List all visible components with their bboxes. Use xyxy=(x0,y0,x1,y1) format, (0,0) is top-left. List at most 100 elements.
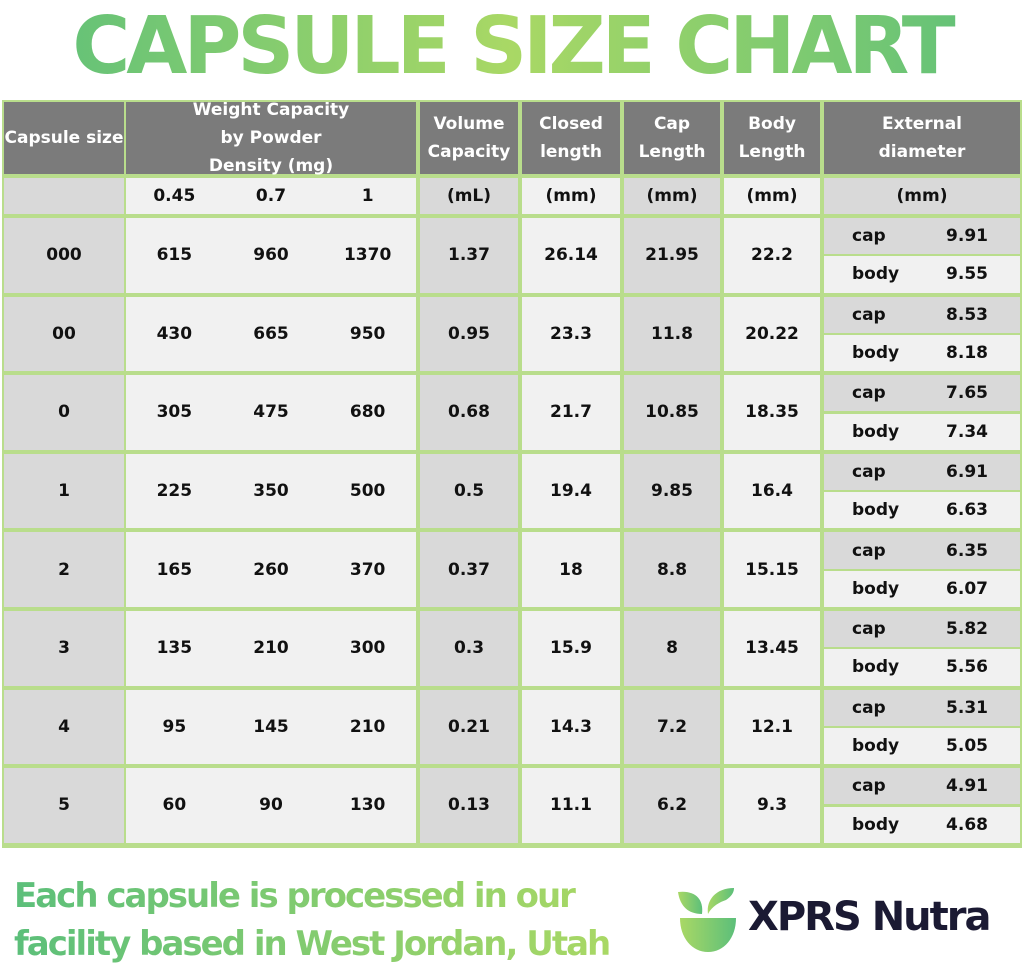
row-weights: 430 665 950 xyxy=(126,296,416,372)
brand-name: XPRS Nutra xyxy=(748,894,991,940)
row-weights: 615 960 1370 xyxy=(126,218,416,293)
weight-value: 145 xyxy=(253,716,289,737)
ext-cap-row: cap 5.82 xyxy=(824,611,1020,648)
ext-cap-row: cap 6.91 xyxy=(824,453,1020,491)
row-volume: 0.5 xyxy=(420,453,518,529)
ext-body-label: body xyxy=(852,657,900,678)
row-cap-length: 10.85 xyxy=(624,375,720,450)
ext-body-value: 5.56 xyxy=(946,657,988,678)
weight-value: 475 xyxy=(253,402,289,423)
ext-body-label: body xyxy=(852,500,900,521)
units-empty xyxy=(4,178,124,214)
row-closed-length: 15.9 xyxy=(522,611,620,686)
density-2: 1 xyxy=(361,186,374,206)
row-closed-length: 23.3 xyxy=(522,296,620,372)
footer-text: Each capsule is processed in our facilit… xyxy=(14,872,609,966)
ext-cap-value: 9.91 xyxy=(946,226,988,247)
row-capsule-size: 2 xyxy=(4,532,124,607)
ext-body-row: body 7.34 xyxy=(824,413,1020,450)
ext-body-row: body 4.68 xyxy=(824,806,1020,843)
units-cap: (mm) xyxy=(624,178,720,214)
row-weights: 225 350 500 xyxy=(126,453,416,529)
header-body-length: Body Length xyxy=(724,102,820,174)
density-0: 0.45 xyxy=(153,186,196,206)
page-title: CAPSULE SIZE CHART xyxy=(0,0,1024,96)
row-weights: 165 260 370 xyxy=(126,532,416,607)
weight-value: 665 xyxy=(253,323,289,344)
ext-cap-label: cap xyxy=(852,776,886,797)
density-1: 0.7 xyxy=(255,186,287,206)
ext-body-value: 7.34 xyxy=(946,421,988,442)
units-density: 0.45 0.7 1 xyxy=(126,178,416,214)
weight-value: 350 xyxy=(253,481,289,502)
ext-cap-row: cap 9.91 xyxy=(824,218,1020,255)
row-body-length: 16.4 xyxy=(724,453,820,529)
capsule-table: Capsule size Weight Capacity by Powder De… xyxy=(2,100,1022,848)
row-closed-length: 14.3 xyxy=(522,689,620,765)
header-closed-length: Closed length xyxy=(522,102,620,174)
ext-body-label: body xyxy=(852,736,900,757)
ext-cap-value: 4.91 xyxy=(946,776,988,797)
ext-body-value: 6.63 xyxy=(946,500,988,521)
weight-value: 135 xyxy=(156,638,193,659)
row-capsule-size: 5 xyxy=(4,768,124,843)
ext-cap-value: 5.82 xyxy=(946,619,988,640)
weight-value: 225 xyxy=(156,481,193,502)
row-cap-length: 7.2 xyxy=(624,689,720,765)
row-closed-length: 19.4 xyxy=(522,453,620,529)
weight-value: 130 xyxy=(349,795,386,816)
row-cap-length: 8 xyxy=(624,611,720,686)
row-cap-length: 6.2 xyxy=(624,768,720,843)
row-capsule-size: 000 xyxy=(4,218,124,293)
ext-body-value: 4.68 xyxy=(946,814,988,835)
ext-cap-value: 5.31 xyxy=(946,697,988,718)
leaf-bowl-logo-icon xyxy=(678,888,736,952)
row-volume: 0.13 xyxy=(420,768,518,843)
row-weights: 305 475 680 xyxy=(126,375,416,450)
weight-value: 370 xyxy=(349,559,386,580)
row-volume: 0.3 xyxy=(420,611,518,686)
row-cap-length: 8.8 xyxy=(624,532,720,607)
ext-body-row: body 8.18 xyxy=(824,334,1020,372)
header-weight-capacity: Weight Capacity by Powder Density (mg) xyxy=(126,100,416,176)
weight-value: 165 xyxy=(156,559,193,580)
row-weights: 95 145 210 xyxy=(126,689,416,765)
row-volume: 0.21 xyxy=(420,689,518,765)
ext-body-label: body xyxy=(852,421,900,442)
ext-body-label: body xyxy=(852,578,900,599)
ext-body-label: body xyxy=(852,343,900,364)
weight-value: 960 xyxy=(253,245,289,266)
row-weights: 60 90 130 xyxy=(126,768,416,843)
ext-cap-label: cap xyxy=(852,540,886,561)
ext-body-row: body 6.63 xyxy=(824,492,1020,529)
ext-cap-row: cap 8.53 xyxy=(824,296,1020,333)
ext-cap-label: cap xyxy=(852,226,886,247)
row-closed-length: 11.1 xyxy=(522,768,620,843)
weight-value: 210 xyxy=(253,638,289,659)
row-volume: 0.68 xyxy=(420,375,518,450)
row-capsule-size: 00 xyxy=(4,296,124,372)
header-external-diameter: External diameter xyxy=(824,102,1020,174)
ext-body-row: body 5.05 xyxy=(824,727,1020,765)
ext-body-row: body 6.07 xyxy=(824,570,1020,607)
weight-value: 210 xyxy=(349,716,386,737)
ext-body-value: 9.55 xyxy=(946,264,988,285)
ext-cap-row: cap 7.65 xyxy=(824,375,1020,412)
row-capsule-size: 1 xyxy=(4,453,124,529)
row-volume: 0.37 xyxy=(420,532,518,607)
row-cap-length: 9.85 xyxy=(624,453,720,529)
weight-value: 300 xyxy=(349,638,386,659)
row-closed-length: 18 xyxy=(522,532,620,607)
units-volume: (mL) xyxy=(420,178,518,214)
weight-value: 60 xyxy=(162,795,187,816)
units-closed: (mm) xyxy=(522,178,620,214)
ext-body-label: body xyxy=(852,814,900,835)
row-cap-length: 21.95 xyxy=(624,218,720,293)
ext-cap-value: 6.35 xyxy=(946,540,988,561)
ext-body-value: 6.07 xyxy=(946,578,988,599)
weight-value: 260 xyxy=(253,559,289,580)
row-body-length: 20.22 xyxy=(724,296,820,372)
row-capsule-size: 0 xyxy=(4,375,124,450)
row-body-length: 15.15 xyxy=(724,532,820,607)
weight-value: 90 xyxy=(259,795,283,816)
